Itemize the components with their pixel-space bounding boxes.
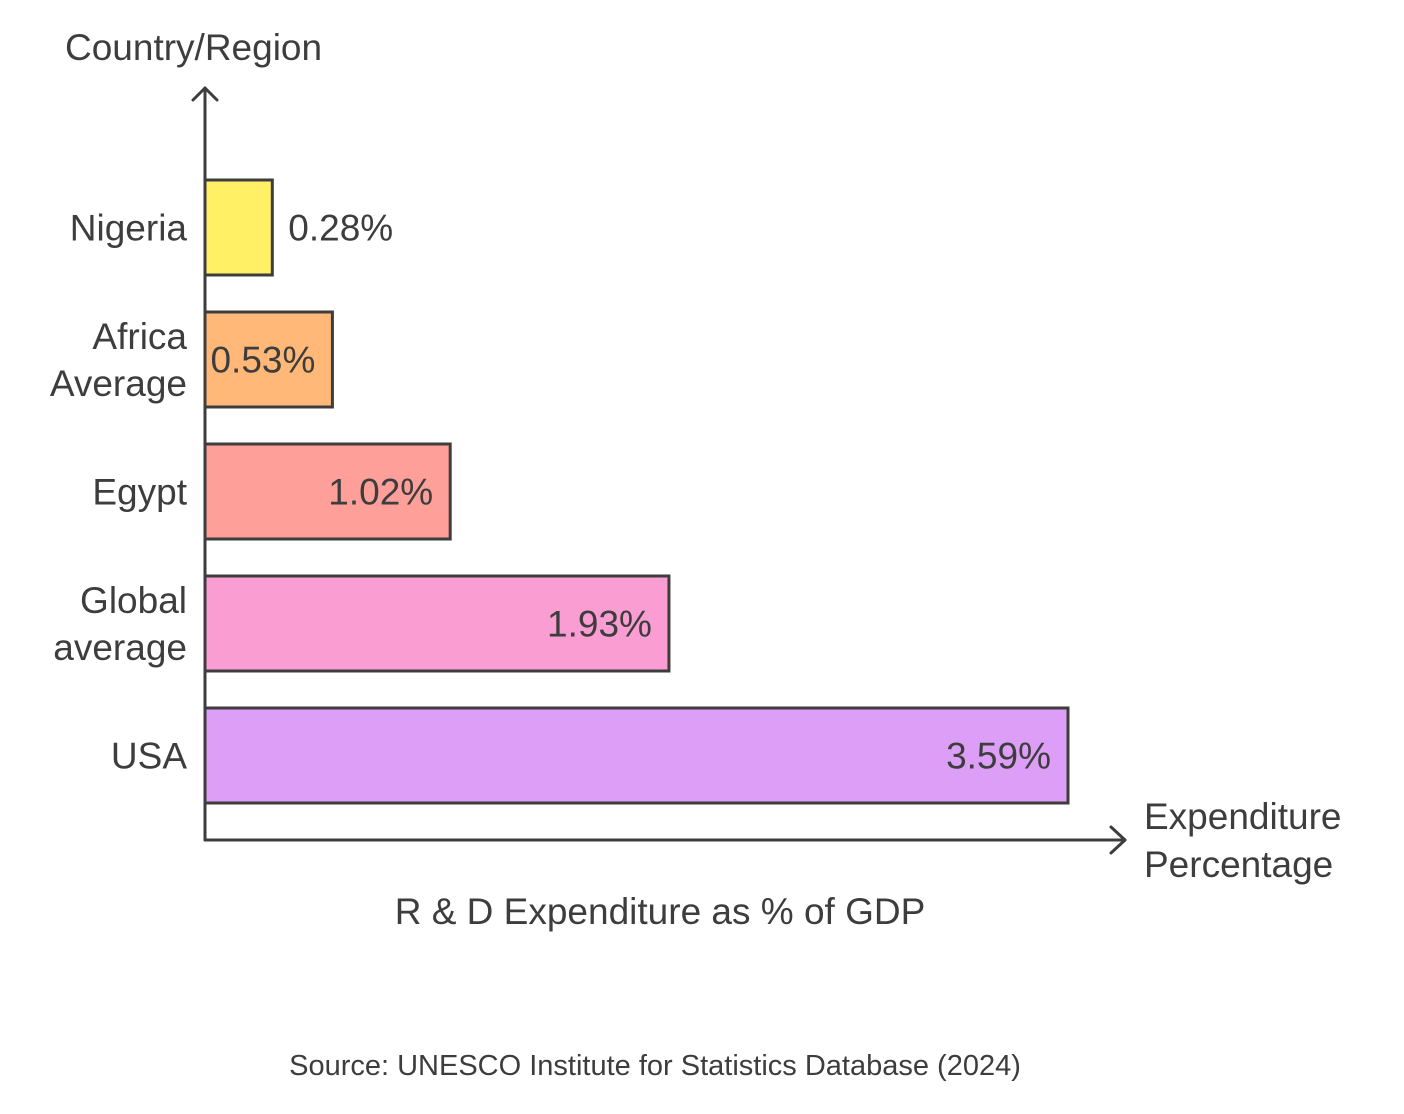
category-label-global-average: Global average <box>53 580 187 668</box>
value-labels-layer: 0.28% 0.53% 1.02% 1.93% 3.59% <box>210 208 1051 777</box>
y-axis-title: Country/Region <box>65 27 322 68</box>
category-label-line: USA <box>111 736 187 777</box>
x-axis-arrowhead <box>1109 825 1127 855</box>
category-label-line: Egypt <box>92 472 187 513</box>
bars-layer <box>203 178 1070 805</box>
category-labels-layer: Nigeria Africa Average Egypt Global average US… <box>50 208 188 777</box>
category-label-nigeria: Nigeria <box>70 208 188 249</box>
value-label-usa: 3.59% <box>946 736 1051 777</box>
category-label-line: average <box>53 627 187 668</box>
category-label-line: Global <box>80 580 187 621</box>
x-axis-title-line-2: Percentage <box>1144 844 1333 885</box>
value-label-egypt: 1.02% <box>328 472 433 513</box>
bar-nigeria <box>203 178 274 277</box>
category-label-line: Africa <box>92 316 187 357</box>
bar-egypt <box>203 442 452 541</box>
bar-usa <box>203 706 1070 805</box>
value-label-nigeria: 0.28% <box>288 208 393 249</box>
x-axis-title: Expenditure Percentage <box>1144 796 1352 885</box>
category-label-usa: USA <box>111 736 187 777</box>
category-label-egypt: Egypt <box>92 472 187 513</box>
category-label-line: Average <box>50 363 187 404</box>
category-label-africa-average: Africa Average <box>50 316 188 404</box>
value-label-global-average: 1.93% <box>547 604 652 645</box>
source-note: Source: UNESCO Institute for Statistics … <box>289 1050 1021 1082</box>
value-label-africa-average: 0.53% <box>210 340 315 381</box>
x-axis-title-line-1: Expenditure <box>1144 796 1341 837</box>
bar-global-average <box>203 574 671 673</box>
bar-africa-average <box>203 310 334 409</box>
category-label-line: Nigeria <box>70 208 188 249</box>
chart-title: R & D Expenditure as % of GDP <box>395 891 926 932</box>
